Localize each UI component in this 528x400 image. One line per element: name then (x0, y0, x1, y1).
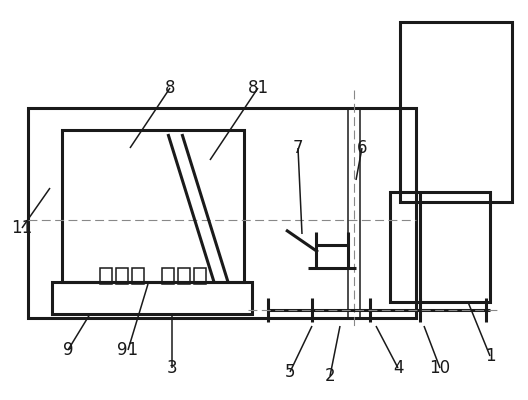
Bar (390, 192, 490, 302)
Bar (400, 22, 512, 202)
Text: 4: 4 (393, 359, 403, 377)
Text: 7: 7 (293, 139, 303, 157)
Text: 3: 3 (167, 359, 177, 377)
Text: 10: 10 (429, 359, 450, 377)
Text: 1: 1 (485, 347, 495, 365)
Text: 9: 9 (63, 341, 73, 359)
Bar (100, 268, 112, 284)
Text: 11: 11 (12, 219, 33, 237)
Bar (52, 282, 252, 314)
Bar (28, 108, 416, 318)
Bar (132, 268, 144, 284)
Bar (194, 268, 206, 284)
Text: 2: 2 (325, 367, 335, 385)
Text: 8: 8 (165, 79, 175, 97)
Text: 91: 91 (117, 341, 138, 359)
Text: 81: 81 (248, 79, 269, 97)
Bar (62, 130, 244, 282)
Bar (162, 268, 174, 284)
Bar (178, 268, 190, 284)
Text: 6: 6 (357, 139, 367, 157)
Bar (116, 268, 128, 284)
Text: 5: 5 (285, 363, 295, 381)
